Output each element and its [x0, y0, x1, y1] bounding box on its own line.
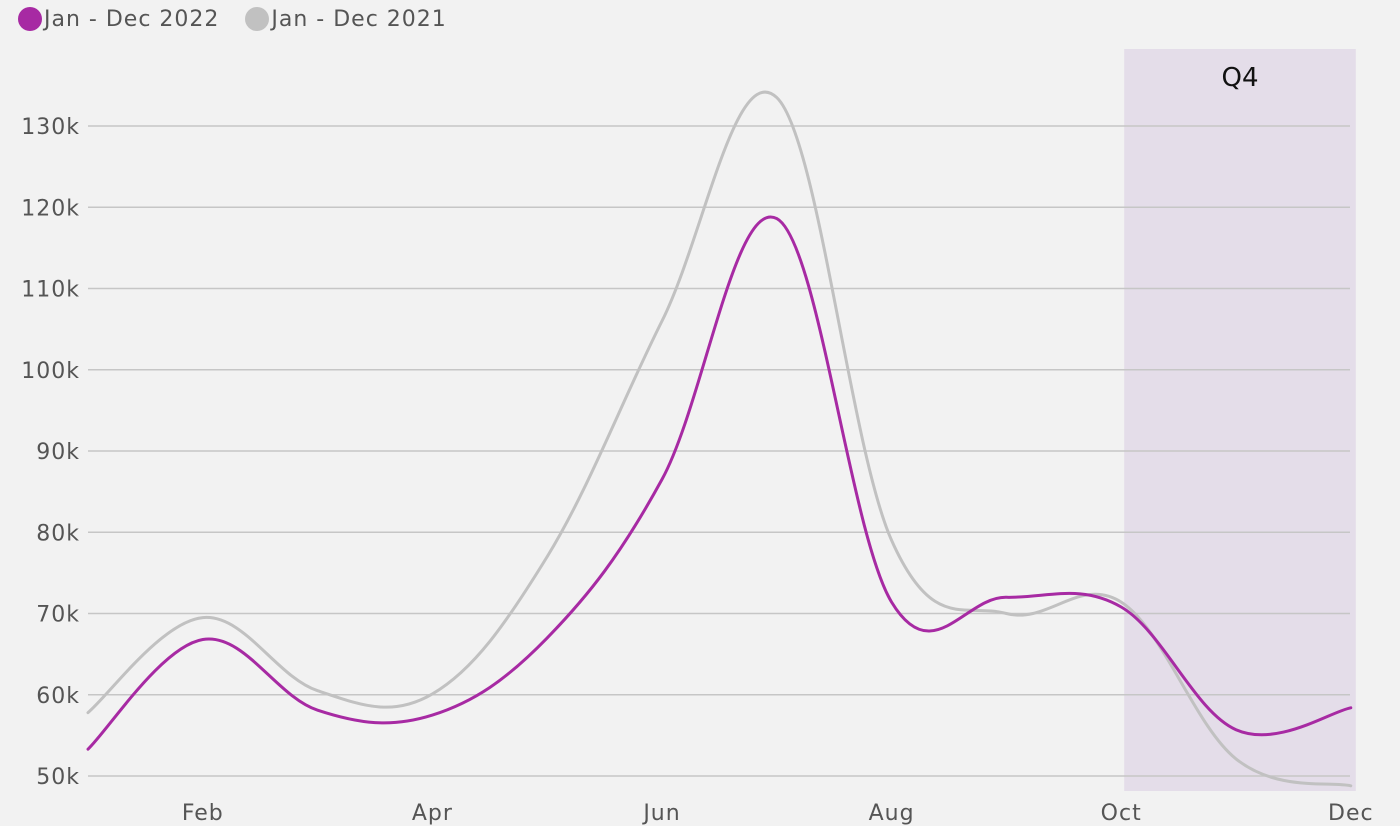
x-axis: Feb Apr Jun Aug Oct Dec [182, 801, 1374, 826]
x-tick-label-aug: Aug [869, 801, 915, 826]
y-tick-label-130k: 130k [21, 115, 80, 140]
series-lines [86, 90, 1353, 788]
legend-marker-2022 [18, 7, 42, 31]
series-line-2022[interactable] [86, 215, 1353, 751]
y-tick-label-60k: 60k [36, 684, 80, 709]
legend-label-2021: Jan - Dec 2021 [271, 6, 447, 32]
q4-band-label: Q4 [1221, 63, 1258, 93]
legend-label-2022: Jan - Dec 2022 [44, 6, 220, 32]
y-tick-label-100k: 100k [21, 359, 80, 384]
x-tick-label-jun: Jun [641, 801, 680, 826]
y-tick-label-110k: 110k [21, 278, 80, 303]
y-axis: 50k 60k 70k 80k 90k 100k 110k 120k 130k [21, 115, 80, 790]
series-line-2021[interactable] [86, 90, 1353, 788]
y-tick-label-70k: 70k [36, 603, 80, 628]
x-tick-label-apr: Apr [412, 801, 453, 826]
q4-highlight-band [1124, 49, 1356, 791]
x-tick-label-dec: Dec [1328, 801, 1374, 826]
gridlines [88, 125, 1350, 777]
q4-band-layer: Q4 [1124, 49, 1356, 791]
legend-item-2021[interactable]: Jan - Dec 2021 [245, 7, 446, 32]
legend-marker-2021 [245, 7, 270, 31]
y-tick-label-80k: 80k [36, 521, 80, 546]
legend-item-2022[interactable]: Jan - Dec 2022 [18, 7, 219, 32]
y-tick-label-90k: 90k [36, 440, 80, 465]
x-tick-label-feb: Feb [182, 801, 224, 826]
y-tick-label-50k: 50k [36, 765, 80, 790]
y-tick-label-120k: 120k [21, 196, 80, 221]
legend: Jan - Dec 2022 Jan - Dec 2021 [18, 4, 447, 34]
x-tick-label-oct: Oct [1101, 801, 1142, 826]
